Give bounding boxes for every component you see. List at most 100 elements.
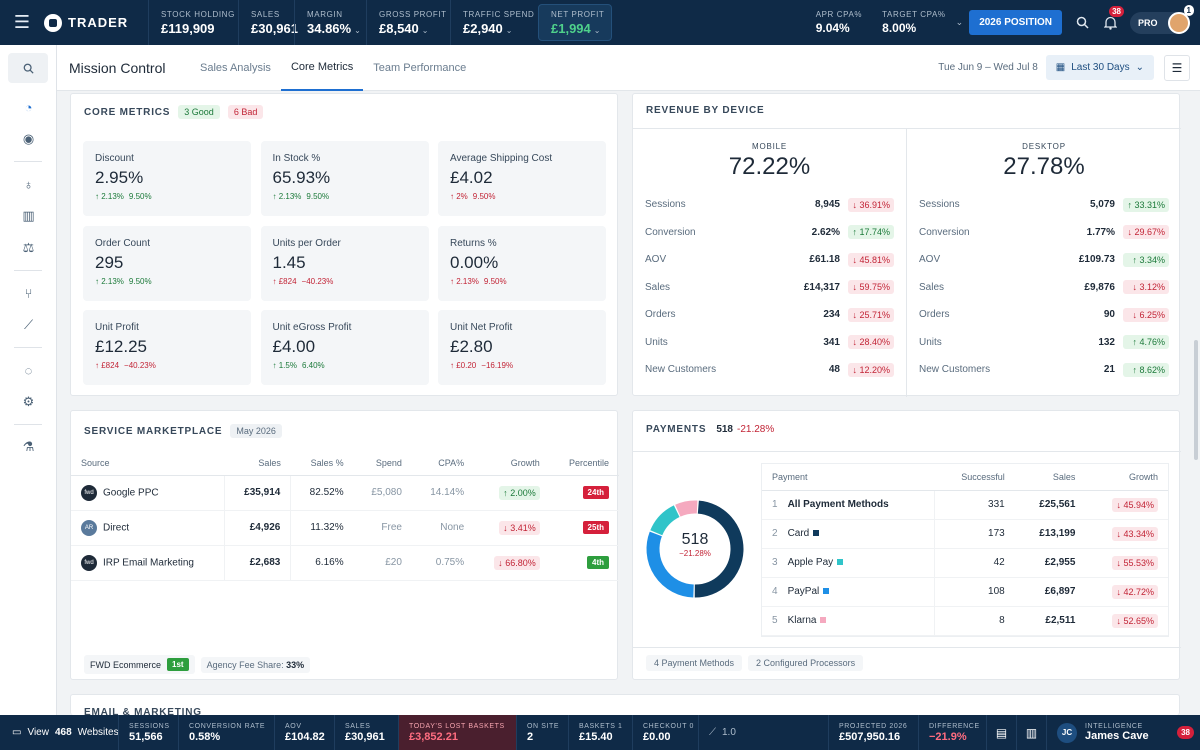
user-avatar[interactable]: JC: [1057, 722, 1077, 743]
agency-rank[interactable]: FWD Ecommerce 1st: [84, 655, 195, 674]
table-row[interactable]: 3 Apple Pay 42 £2,955 ↓ 55.53%: [762, 548, 1168, 578]
donut-segment-card[interactable]: [694, 500, 744, 598]
methods-count[interactable]: 4 Payment Methods: [646, 655, 743, 671]
bad-badge[interactable]: 6 Bad: [227, 105, 264, 119]
ratio[interactable]: ⟋ 1.0: [698, 715, 828, 750]
tab-sales-analysis[interactable]: Sales Analysis: [200, 61, 271, 74]
metric-tile[interactable]: Order Count 295 ↑ 2.13% 9.50%: [83, 225, 251, 301]
scrollbar[interactable]: [1194, 340, 1198, 460]
bottom-metric-difference[interactable]: DIFFERENCE −21.9%: [918, 715, 986, 750]
brand-logo[interactable]: TRADER: [44, 13, 148, 32]
tab-team-performance[interactable]: Team Performance: [373, 61, 467, 74]
donut-segment-paypal[interactable]: [646, 531, 695, 598]
avatar[interactable]: [1168, 11, 1190, 34]
processors-count[interactable]: 2 Configured Processors: [748, 655, 864, 671]
metric-key: SESSIONS: [129, 722, 170, 730]
spend-cell: Free: [353, 510, 412, 546]
websites-link[interactable]: ▭ View 468 Websites: [0, 727, 119, 738]
metric-net-profit[interactable]: NET PROFIT £1,994 ⌄: [538, 4, 612, 41]
bottom-metric-lost-baskets[interactable]: TODAY'S LOST BASKETS £3,852.21: [398, 715, 516, 750]
column-header[interactable]: Percentile: [549, 451, 619, 476]
bottom-metric-projected[interactable]: PROJECTED 2026 £507,950.16: [828, 715, 918, 750]
bottom-metric-baskets[interactable]: BASKETS 1 £15.40: [568, 715, 632, 750]
list-view-icon[interactable]: ☰: [1164, 54, 1190, 81]
table-row[interactable]: 1 All Payment Methods 331 £25,561 ↓ 45.94%: [762, 490, 1168, 520]
table-row[interactable]: 2 Card 173 £13,199 ↓ 43.34%: [762, 519, 1168, 549]
trend-icon: ⟋: [709, 727, 716, 738]
metric-tile[interactable]: Unit eGross Profit £4.00 ↑ 1.5% 6.40%: [260, 310, 429, 385]
user-info[interactable]: JC INTELLIGENCE James Cave 38: [1046, 715, 1200, 750]
websites-count: 468: [54, 727, 72, 738]
metric-sales[interactable]: SALES £30,961: [238, 0, 298, 45]
apr-cpa[interactable]: APR CPA% 9.04%: [806, 0, 872, 45]
chat-icon[interactable]: ◌: [24, 362, 33, 378]
branch-icon[interactable]: ⑂: [24, 285, 33, 301]
table-row[interactable]: fwd Google PPC £35,914 82.52% £5,080 14.14% ↑ …: [71, 475, 619, 511]
tab-core-metrics[interactable]: Core Metrics: [280, 45, 364, 91]
bottom-metric-conversion[interactable]: CONVERSION RATE 0.58%: [178, 715, 274, 750]
card-title: SERVICE MARKETPLACE: [84, 425, 223, 437]
metric-margin[interactable]: MARGIN 34.86% ⌄: [294, 0, 366, 45]
spend-cell: £5,080: [353, 475, 412, 511]
sales-pct-cell: 6.16%: [290, 545, 354, 581]
metric-tile[interactable]: In Stock % 65.93% ↑ 2.13% 9.50%: [260, 141, 429, 216]
donut-segment-apple-pay[interactable]: [650, 505, 680, 536]
metric-tile[interactable]: Average Shipping Cost £4.02 ↑ 2% 9.50%: [438, 141, 606, 216]
growth-badge: ↓ 3.41%: [499, 520, 540, 535]
table-row[interactable]: 4 PayPal 108 £6,897 ↓ 42.72%: [762, 577, 1168, 607]
eye-icon[interactable]: ◉: [22, 131, 35, 146]
good-badge[interactable]: 3 Good: [178, 105, 220, 119]
table-row[interactable]: 5 Klarna 8 £2,511 ↓ 52.65%: [762, 606, 1168, 636]
bottom-metric-sales[interactable]: SALES £30,961: [334, 715, 398, 750]
flask-icon[interactable]: ⚗: [22, 439, 35, 454]
metric-tile[interactable]: Discount 2.95% ↑ 2.13% 9.50%: [83, 141, 251, 216]
lightbulb-icon[interactable]: ♁: [23, 176, 34, 192]
pro-account[interactable]: PRO 1: [1130, 4, 1194, 34]
bottom-metric-on-site[interactable]: ON SITE 2: [516, 715, 568, 750]
column-header[interactable]: Growth: [1085, 464, 1168, 491]
column-header[interactable]: Growth: [474, 451, 550, 476]
metric-tile[interactable]: Unit Net Profit £2.80 ↑ £0.20 −16.19%: [438, 310, 606, 385]
dashboard-icon[interactable]: ◔: [24, 99, 33, 115]
period-select[interactable]: ▦ Last 30 Days ⌄: [1045, 55, 1154, 80]
gear-icon[interactable]: ⚙: [22, 394, 35, 409]
donut-segment-klarna[interactable]: [675, 500, 698, 517]
bottom-metric-aov[interactable]: AOV £104.82: [274, 715, 334, 750]
metric-tile[interactable]: Unit Profit £12.25 ↑ £824 −40.23%: [83, 310, 251, 385]
position-button[interactable]: 2026 POSITION: [969, 10, 1062, 35]
column-header[interactable]: Payment: [762, 464, 935, 491]
metric-stock-holding[interactable]: STOCK HOLDING £119,909: [148, 0, 238, 45]
sidebar-search-icon[interactable]: [8, 53, 48, 83]
metric-tile[interactable]: Returns % 0.00% ↑ 2.13% 9.50%: [438, 225, 606, 301]
column-header[interactable]: Sales: [224, 451, 291, 476]
bottom-metric-sessions[interactable]: SESSIONS 51,566: [118, 715, 178, 750]
metric-tile[interactable]: Units per Order 1.45 ↑ £824 −40.23%: [260, 225, 429, 301]
column-header[interactable]: Sales %: [290, 451, 354, 476]
sales-cell: £4,926: [224, 510, 292, 546]
search-icon[interactable]: [1068, 0, 1096, 45]
column-header[interactable]: Source: [71, 451, 225, 476]
target-cpa[interactable]: TARGET CPA% 8.00%: [872, 0, 956, 45]
metric-traffic-spend[interactable]: TRAFFIC SPEND £2,940 ⌄: [450, 0, 534, 45]
row-value: £14,317: [803, 281, 840, 293]
metric-key: DIFFERENCE: [929, 722, 980, 730]
column-header[interactable]: Spend: [353, 451, 412, 476]
metric-gross-profit[interactable]: GROSS PROFIT £8,540 ⌄: [366, 0, 450, 45]
column-header[interactable]: Sales: [1014, 464, 1086, 491]
table-row[interactable]: AR Direct £4,926 11.32% Free None ↓ 3.41% 25th: [71, 510, 619, 546]
metric-label: In Stock %: [272, 153, 321, 164]
chevron-down-icon[interactable]: ⌄: [955, 17, 964, 27]
column-header[interactable]: CPA%: [411, 451, 475, 476]
metric-value: 9.04%: [815, 21, 850, 35]
menu-icon[interactable]: ☰: [13, 12, 31, 32]
line-chart-icon[interactable]: ⟋: [23, 317, 34, 332]
metric-change: ↑ 1.5% 6.40%: [273, 361, 417, 370]
scale-icon[interactable]: ⚖: [22, 240, 35, 255]
bar-chart-icon[interactable]: ▥: [22, 208, 35, 223]
column-header[interactable]: Successful: [934, 464, 1015, 491]
bottom-metric-checkout[interactable]: CHECKOUT 0 £0.00: [632, 715, 698, 750]
chart-icon[interactable]: ▥: [1016, 715, 1046, 750]
document-icon[interactable]: ▤: [986, 715, 1016, 750]
bell-icon[interactable]: 38: [1096, 0, 1124, 45]
table-row[interactable]: fwd IRP Email Marketing £2,683 6.16% £20 0.75…: [71, 545, 619, 581]
